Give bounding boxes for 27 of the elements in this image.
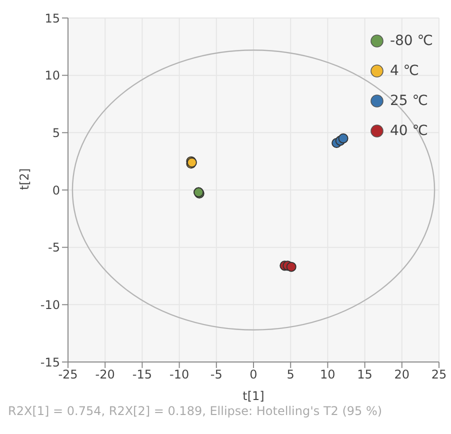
- y-tick-label: -15: [40, 355, 60, 370]
- x-tick-label: 25: [431, 368, 447, 382]
- legend-label: 4 ℃: [390, 63, 420, 79]
- x-tick-label: 0: [250, 368, 258, 382]
- y-tick-label: -10: [40, 298, 60, 312]
- x-tick-label: 5: [286, 368, 294, 382]
- x-tick-label: 20: [394, 368, 410, 382]
- y-tick-label: 5: [52, 126, 60, 140]
- x-tick-label: -25: [58, 368, 78, 382]
- x-tick-label: -15: [132, 368, 152, 382]
- y-axis-title: t[2]: [17, 168, 32, 190]
- x-tick-label: -5: [210, 368, 222, 382]
- text: R2X[1] = 0.754, R2X[2] = 0.189, Ellipse: Hotelling's T2 (95 %): [8, 404, 384, 418]
- legend-label: -80 ℃: [390, 33, 433, 49]
- y-tick-label: 0: [52, 183, 60, 198]
- x-tick-label: 15: [357, 368, 372, 382]
- y-tick-label: 15: [44, 11, 60, 26]
- y-tick-label: 10: [44, 68, 60, 83]
- x-tick-label: -20: [95, 368, 115, 382]
- point: [338, 133, 348, 144]
- legend-label: 40 ℃: [390, 123, 428, 139]
- point: [286, 262, 296, 272]
- x-axis-title: t[1]: [242, 389, 264, 403]
- y-tick-label: -5: [48, 240, 60, 255]
- x-tick-label: -10: [169, 368, 190, 382]
- legend-label: 25 ℃: [390, 93, 428, 109]
- x-tick-label: 10: [320, 368, 336, 382]
